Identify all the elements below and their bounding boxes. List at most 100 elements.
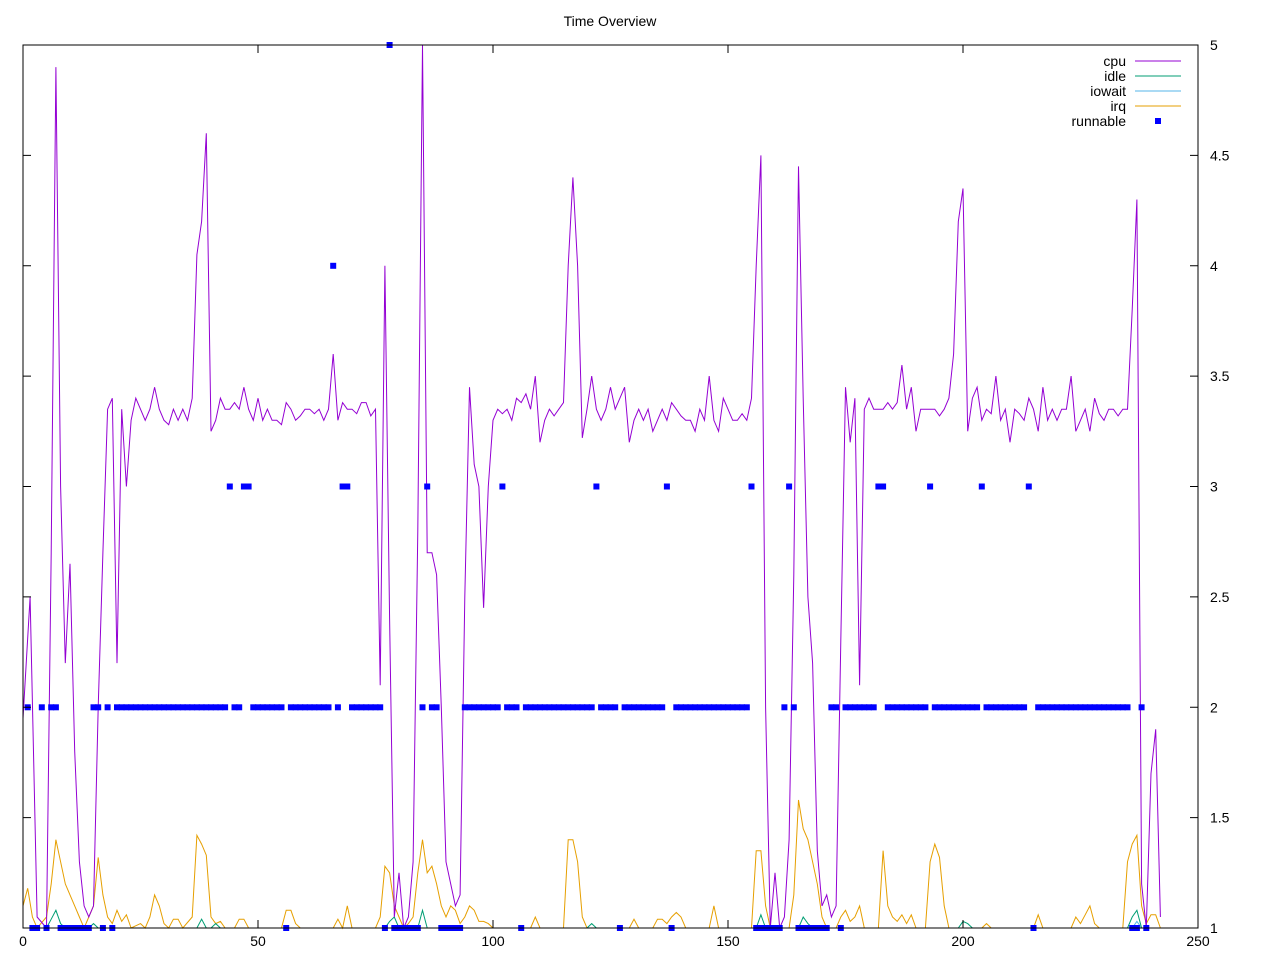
runnable-point <box>118 704 125 711</box>
runnable-point <box>372 704 379 711</box>
legend-label: runnable <box>1072 113 1127 129</box>
runnable-point <box>344 483 351 490</box>
runnable-point <box>884 704 891 711</box>
runnable-point <box>419 704 426 711</box>
runnable-point <box>1091 704 1098 711</box>
runnable-point <box>1007 704 1013 711</box>
runnable-point <box>983 704 990 711</box>
runnable-point <box>729 704 736 711</box>
runnable-point <box>161 704 167 711</box>
runnable-point <box>377 704 384 711</box>
runnable-point <box>52 704 59 711</box>
runnable-point <box>654 704 661 711</box>
runnable-point <box>1049 704 1056 711</box>
runnable-point <box>292 704 299 711</box>
runnable-point <box>725 704 731 711</box>
runnable-point <box>1077 704 1084 711</box>
runnable-point <box>480 704 487 711</box>
y-tick-label: 2.5 <box>1210 589 1230 605</box>
runnable-point <box>739 704 746 711</box>
runnable-point <box>551 704 558 711</box>
runnable-point <box>701 704 708 711</box>
runnable-point <box>781 704 788 711</box>
runnable-point <box>565 704 572 711</box>
runnable-point <box>532 704 539 711</box>
runnable-point <box>175 704 182 711</box>
legend-item-runnable: runnable <box>1072 113 1161 129</box>
runnable-point <box>490 704 496 711</box>
runnable-point <box>475 704 482 711</box>
runnable-point <box>269 704 276 711</box>
runnable-point <box>1086 704 1093 711</box>
runnable-point <box>715 704 722 711</box>
runnable-point <box>1124 704 1131 711</box>
runnable-point <box>631 704 637 711</box>
runnable-point <box>513 704 520 711</box>
runnable-point <box>875 483 882 490</box>
runnable-point <box>278 704 285 711</box>
runnable-point <box>734 704 741 711</box>
chart-title: Time Overview <box>564 13 658 29</box>
runnable-point <box>156 704 163 711</box>
runnable-point <box>584 704 590 711</box>
legend-label: irq <box>1110 98 1126 114</box>
runnable-point <box>1072 704 1079 711</box>
runnable-point <box>499 483 506 490</box>
runnable-point <box>302 704 308 711</box>
runnable-point <box>339 483 346 490</box>
runnable-point <box>123 704 130 711</box>
runnable-point <box>297 704 304 711</box>
runnable-point <box>151 704 158 711</box>
runnable-point <box>1105 704 1112 711</box>
runnable-point <box>358 704 365 711</box>
runnable-point <box>132 704 139 711</box>
series-line-cpu <box>22 44 1161 930</box>
runnable-point <box>1096 704 1103 711</box>
runnable-point <box>349 704 355 711</box>
runnable-point <box>978 483 985 490</box>
runnable-point <box>790 704 797 711</box>
runnable-point <box>240 483 247 490</box>
runnable-point <box>1035 704 1042 711</box>
legend-label: cpu <box>1103 53 1126 69</box>
runnable-point <box>922 704 929 711</box>
runnable-point <box>142 704 149 711</box>
runnable-point <box>184 704 191 711</box>
runnable-point <box>743 704 750 711</box>
runnable-point <box>334 704 341 711</box>
runnable-point <box>1110 704 1117 711</box>
runnable-point <box>851 704 858 711</box>
runnable-point <box>997 704 1004 711</box>
runnable-point <box>894 704 901 711</box>
runnable-point <box>659 704 666 711</box>
runnable-point <box>250 704 257 711</box>
runnable-point <box>264 704 271 711</box>
runnable-point <box>471 704 478 711</box>
runnable-point <box>428 704 435 711</box>
legend-item-iowait: iowait <box>1090 83 1181 99</box>
x-tick-label: 0 <box>19 933 27 949</box>
x-tick-label: 50 <box>250 933 266 949</box>
runnable-point <box>208 704 214 711</box>
runnable-point <box>663 483 670 490</box>
runnable-point <box>588 704 595 711</box>
x-tick-label: 250 <box>1186 933 1210 949</box>
runnable-point <box>363 704 370 711</box>
runnable-point <box>931 704 938 711</box>
runnable-point <box>903 704 910 711</box>
runnable-point <box>306 704 313 711</box>
runnable-point <box>692 704 699 711</box>
runnable-point <box>212 704 219 711</box>
runnable-point <box>485 704 492 711</box>
runnable-point <box>522 704 529 711</box>
runnable-point <box>640 704 647 711</box>
runnable-point <box>316 704 323 711</box>
runnable-point <box>1101 704 1107 711</box>
runnable-point <box>90 704 97 711</box>
runnable-point <box>856 704 863 711</box>
runnable-point <box>569 704 576 711</box>
runnable-point <box>748 483 755 490</box>
runnable-point <box>696 704 703 711</box>
